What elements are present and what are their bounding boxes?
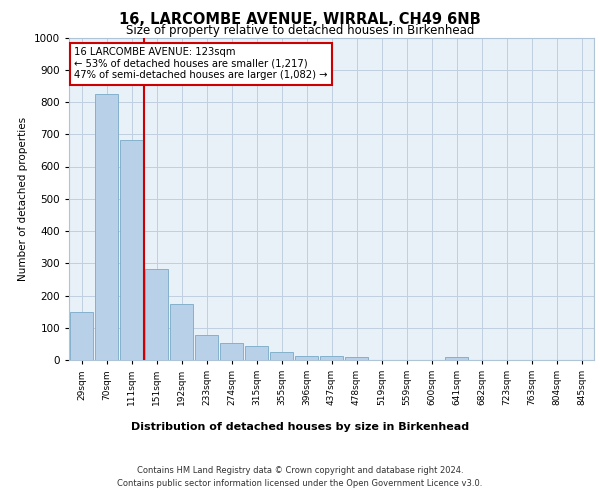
Bar [445, 357, 469, 360]
Text: 16, LARCOMBE AVENUE, WIRRAL, CH49 6NB: 16, LARCOMBE AVENUE, WIRRAL, CH49 6NB [119, 12, 481, 28]
Bar [145, 269, 169, 360]
Text: Contains public sector information licensed under the Open Government Licence v3: Contains public sector information licen… [118, 479, 482, 488]
Bar [295, 356, 319, 360]
Bar [119, 140, 143, 360]
Bar [220, 343, 244, 360]
Y-axis label: Number of detached properties: Number of detached properties [18, 116, 28, 281]
Bar [170, 304, 193, 360]
Bar [70, 312, 94, 360]
Text: Size of property relative to detached houses in Birkenhead: Size of property relative to detached ho… [126, 24, 474, 37]
Text: 16 LARCOMBE AVENUE: 123sqm
← 53% of detached houses are smaller (1,217)
47% of s: 16 LARCOMBE AVENUE: 123sqm ← 53% of deta… [74, 47, 328, 80]
Bar [320, 356, 343, 360]
Bar [344, 357, 368, 360]
Bar [245, 346, 268, 360]
Bar [95, 94, 118, 360]
Bar [194, 335, 218, 360]
Text: Distribution of detached houses by size in Birkenhead: Distribution of detached houses by size … [131, 422, 469, 432]
Text: Contains HM Land Registry data © Crown copyright and database right 2024.: Contains HM Land Registry data © Crown c… [137, 466, 463, 475]
Bar [269, 352, 293, 360]
